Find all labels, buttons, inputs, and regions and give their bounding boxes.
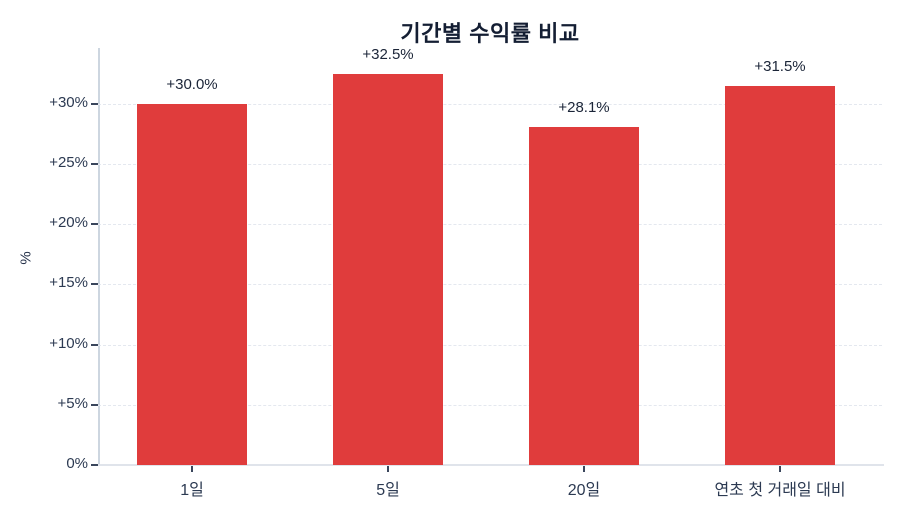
y-tick-mark-10: [91, 343, 98, 346]
x-category-label-20일: 20일: [567, 482, 601, 499]
y-tick-mark-0: [91, 464, 98, 466]
bar-연초 첫 거래일 대비: [725, 85, 835, 465]
gridline-y-25: [98, 164, 882, 166]
y-tick-mark-20: [91, 223, 98, 226]
y-tick-label-30: +30%: [49, 93, 88, 111]
gridline-y-30: [98, 103, 882, 105]
plot-area: [98, 48, 882, 465]
gridline-y-10: [98, 344, 882, 346]
x-tick-mark-연초 첫 거래일 대비: [779, 466, 781, 472]
y-tick-mark-5: [91, 403, 98, 406]
bar-value-label-20일: +28.1%: [558, 98, 610, 116]
x-tick-mark-5일: [387, 466, 389, 472]
bar-20일: [529, 126, 639, 465]
chart-title: 기간별 수익률 비교: [400, 21, 580, 46]
y-tick-label-15: +15%: [49, 274, 88, 292]
bar-5일: [333, 73, 443, 465]
y-tick-mark-15: [91, 283, 98, 286]
y-tick-mark-25: [91, 163, 98, 166]
bar-value-label-5일: +32.5%: [362, 45, 414, 63]
x-axis-line: [98, 464, 884, 466]
y-tick-mark-30: [91, 102, 98, 105]
y-tick-label-10: +10%: [49, 334, 88, 352]
x-tick-mark-1일: [191, 466, 193, 472]
y-axis-spine: [98, 48, 100, 466]
bar-value-label-연초 첫 거래일 대비: +31.5%: [754, 57, 806, 75]
x-category-label-연초 첫 거래일 대비: 연초 첫 거래일 대비: [714, 482, 846, 499]
bar-1일: [137, 103, 247, 465]
x-category-label-1일: 1일: [180, 482, 204, 499]
y-tick-label-5: +5%: [57, 394, 88, 412]
x-tick-mark-20일: [583, 466, 585, 472]
y-tick-label-0: 0%: [66, 455, 88, 472]
gridline-y-20: [98, 224, 882, 226]
bar-value-label-1일: +30.0%: [166, 75, 218, 93]
y-tick-label-20: +20%: [49, 214, 88, 232]
x-category-label-5일: 5일: [376, 482, 400, 499]
gridline-y-5: [98, 404, 882, 406]
y-tick-label-25: +25%: [49, 154, 88, 172]
y-axis-label: %: [17, 251, 35, 265]
gridline-y-15: [98, 284, 882, 286]
